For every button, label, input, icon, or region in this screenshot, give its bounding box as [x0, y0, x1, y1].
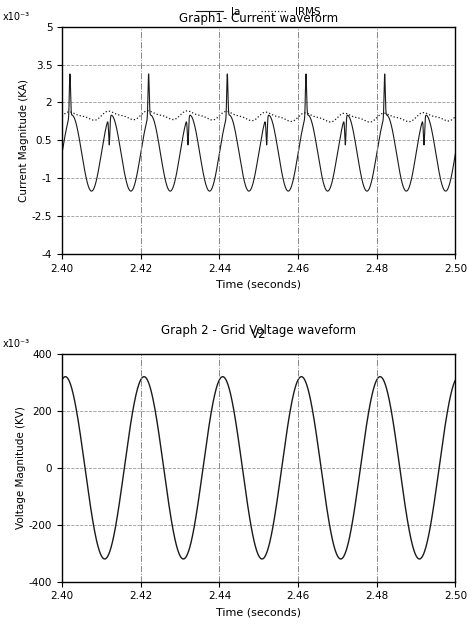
Ia [75, 130, 81, 137]
Ia [61, 139, 67, 146]
Ia [432, 142, 438, 150]
Ia [225, 71, 230, 78]
IRMS [75, 112, 81, 119]
Y-axis label: Voltage Magnitude (KV): Voltage Magnitude (KV) [16, 406, 26, 529]
IRMS [432, 113, 438, 120]
Y-axis label: Current Magnitude (KA): Current Magnitude (KA) [19, 79, 29, 202]
X-axis label: Time (seconds): Time (seconds) [216, 280, 301, 290]
Text: V2: V2 [251, 328, 266, 341]
Legend: Ia, IRMS: Ia, IRMS [197, 7, 321, 17]
Ia [252, 173, 257, 181]
Text: x10⁻³: x10⁻³ [3, 12, 30, 22]
IRMS [59, 113, 65, 120]
Line: IRMS: IRMS [62, 111, 456, 122]
IRMS [453, 113, 458, 120]
Line: Ia: Ia [62, 74, 456, 191]
IRMS [252, 116, 257, 124]
IRMS [367, 119, 373, 126]
X-axis label: Time (seconds): Time (seconds) [216, 607, 301, 617]
Title: Graph 2 - Grid Voltage waveform: Graph 2 - Grid Voltage waveform [161, 324, 356, 338]
IRMS [83, 113, 89, 120]
IRMS [61, 111, 67, 119]
Title: Graph1- Current waveform: Graph1- Current waveform [179, 12, 338, 26]
IRMS [145, 107, 151, 115]
IRMS [137, 113, 142, 120]
Text: x10⁻³: x10⁻³ [3, 339, 30, 349]
Ia [443, 187, 448, 195]
Ia [59, 149, 65, 157]
Ia [137, 158, 142, 166]
Ia [453, 149, 458, 157]
Ia [83, 172, 89, 179]
